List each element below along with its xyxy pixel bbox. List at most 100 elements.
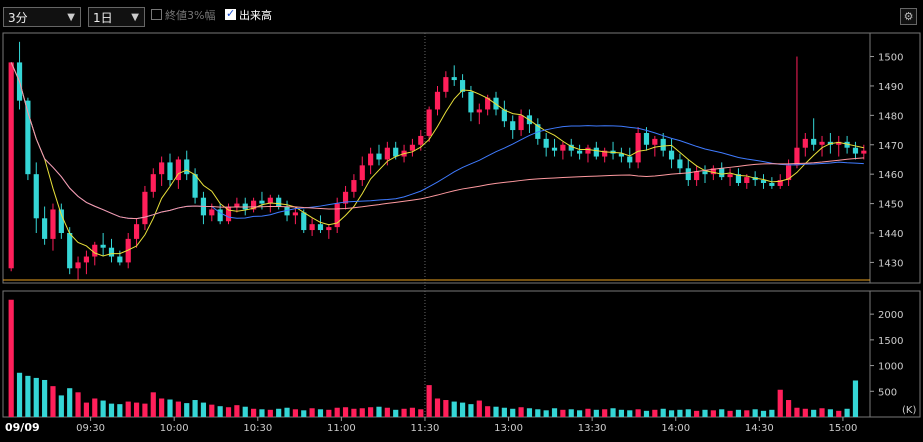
time-tick-label: 14:30: [745, 423, 774, 434]
candle-body: [326, 227, 332, 231]
candle-body: [685, 168, 691, 181]
volume-bar: [610, 408, 616, 417]
volume-bar: [794, 407, 800, 417]
volume-bar: [67, 388, 73, 417]
volume-checkbox[interactable]: [225, 7, 236, 20]
price-tick-label: 1460: [878, 170, 903, 181]
candle: [434, 85, 441, 116]
volume-bar: [276, 408, 282, 417]
volume-axis-frame: [869, 290, 921, 418]
candle-body: [342, 191, 349, 204]
candle: [317, 215, 324, 233]
volume-bar: [108, 403, 115, 417]
volume-bar: [510, 408, 516, 417]
candle: [58, 203, 64, 239]
candle-body: [585, 147, 591, 154]
volume-bar: [802, 408, 808, 417]
candle-body: [192, 174, 198, 198]
candle-body: [384, 147, 390, 160]
candle: [251, 197, 257, 213]
candle: [125, 233, 131, 269]
candle: [769, 177, 775, 189]
volume-bar: [359, 408, 365, 417]
candle: [133, 218, 140, 248]
candle-body: [351, 180, 357, 192]
volume-tick-label: 2000: [878, 310, 903, 321]
candle: [8, 62, 14, 272]
candle-body: [602, 150, 608, 157]
candle-body: [844, 141, 850, 148]
candle: [234, 197, 240, 213]
candle-body: [568, 144, 574, 151]
candle-body: [777, 180, 783, 186]
volume-bar: [225, 407, 232, 417]
candle-body: [33, 174, 39, 219]
candle-body: [635, 133, 641, 163]
chevron-down-icon: ▼: [131, 12, 139, 23]
time-tick-label: 11:30: [411, 423, 440, 434]
settings-gear-icon[interactable]: ⚙: [900, 8, 917, 25]
volume-bar: [351, 408, 357, 417]
volume-bar: [668, 410, 675, 417]
chevron-down-icon: ▼: [67, 12, 75, 23]
volume-bar: [451, 401, 457, 417]
volume-bar: [468, 404, 474, 417]
candle-body: [242, 203, 248, 210]
volume-bar: [16, 372, 23, 417]
axis-labels: 1430 1440 1450 1460 1470 1480 1490 1500 500 1000 1…: [5, 53, 916, 434]
volume-bar: [217, 406, 223, 417]
candle-body: [451, 77, 457, 81]
candle-body: [735, 174, 742, 183]
price-tick-label: 1500: [878, 53, 903, 64]
candle: [376, 144, 382, 166]
chart-toolbar: 3分 ▼ 1日 ▼ 終値3%幅 出来高 ⚙: [0, 0, 923, 31]
candle: [276, 194, 282, 210]
range-select[interactable]: 1日 ▼: [88, 7, 145, 27]
candle-body: [836, 141, 842, 145]
candle: [802, 133, 808, 157]
candle: [727, 168, 733, 186]
candle-body: [785, 165, 792, 181]
candle: [443, 71, 449, 98]
candle: [610, 141, 616, 160]
candle-body: [677, 159, 683, 169]
candle-body: [811, 138, 817, 145]
volume-bar: [744, 410, 750, 417]
candle-body: [802, 138, 808, 148]
volume-bar: [618, 409, 624, 417]
candle: [301, 209, 307, 233]
volume-bar: [192, 400, 198, 417]
candle: [142, 185, 148, 231]
candle-body: [852, 147, 859, 154]
chart-frames: [2, 32, 921, 418]
time-tick-label: 13:00: [494, 423, 523, 434]
candle-body: [359, 165, 365, 181]
candle-body: [719, 168, 725, 178]
candle: [468, 85, 474, 122]
volume-bar: [485, 406, 491, 417]
limit-checkbox[interactable]: [151, 9, 162, 20]
time-tick-label: 15:00: [829, 423, 858, 434]
time-tick-label: 14:00: [661, 423, 690, 434]
price-tick-label: 1480: [878, 111, 903, 122]
volume-bar: [368, 407, 374, 417]
volume-bar: [376, 406, 382, 417]
volume-bar: [476, 400, 482, 417]
interval-select[interactable]: 3分 ▼: [3, 7, 81, 27]
candle-body: [760, 180, 767, 183]
candle: [368, 147, 374, 175]
volume-bar: [284, 407, 290, 417]
volume-bar: [434, 398, 441, 417]
date-label: 09/09: [5, 421, 40, 434]
candle: [668, 138, 675, 169]
candle: [510, 115, 516, 139]
volume-bar: [677, 409, 683, 417]
volume-bar: [643, 410, 650, 417]
candle-body: [301, 212, 307, 231]
candle-body: [668, 150, 675, 160]
candle: [150, 168, 156, 198]
candle-body: [8, 62, 14, 269]
volume-bar: [710, 410, 716, 417]
candle-body: [159, 162, 165, 175]
candle-body: [794, 147, 800, 166]
